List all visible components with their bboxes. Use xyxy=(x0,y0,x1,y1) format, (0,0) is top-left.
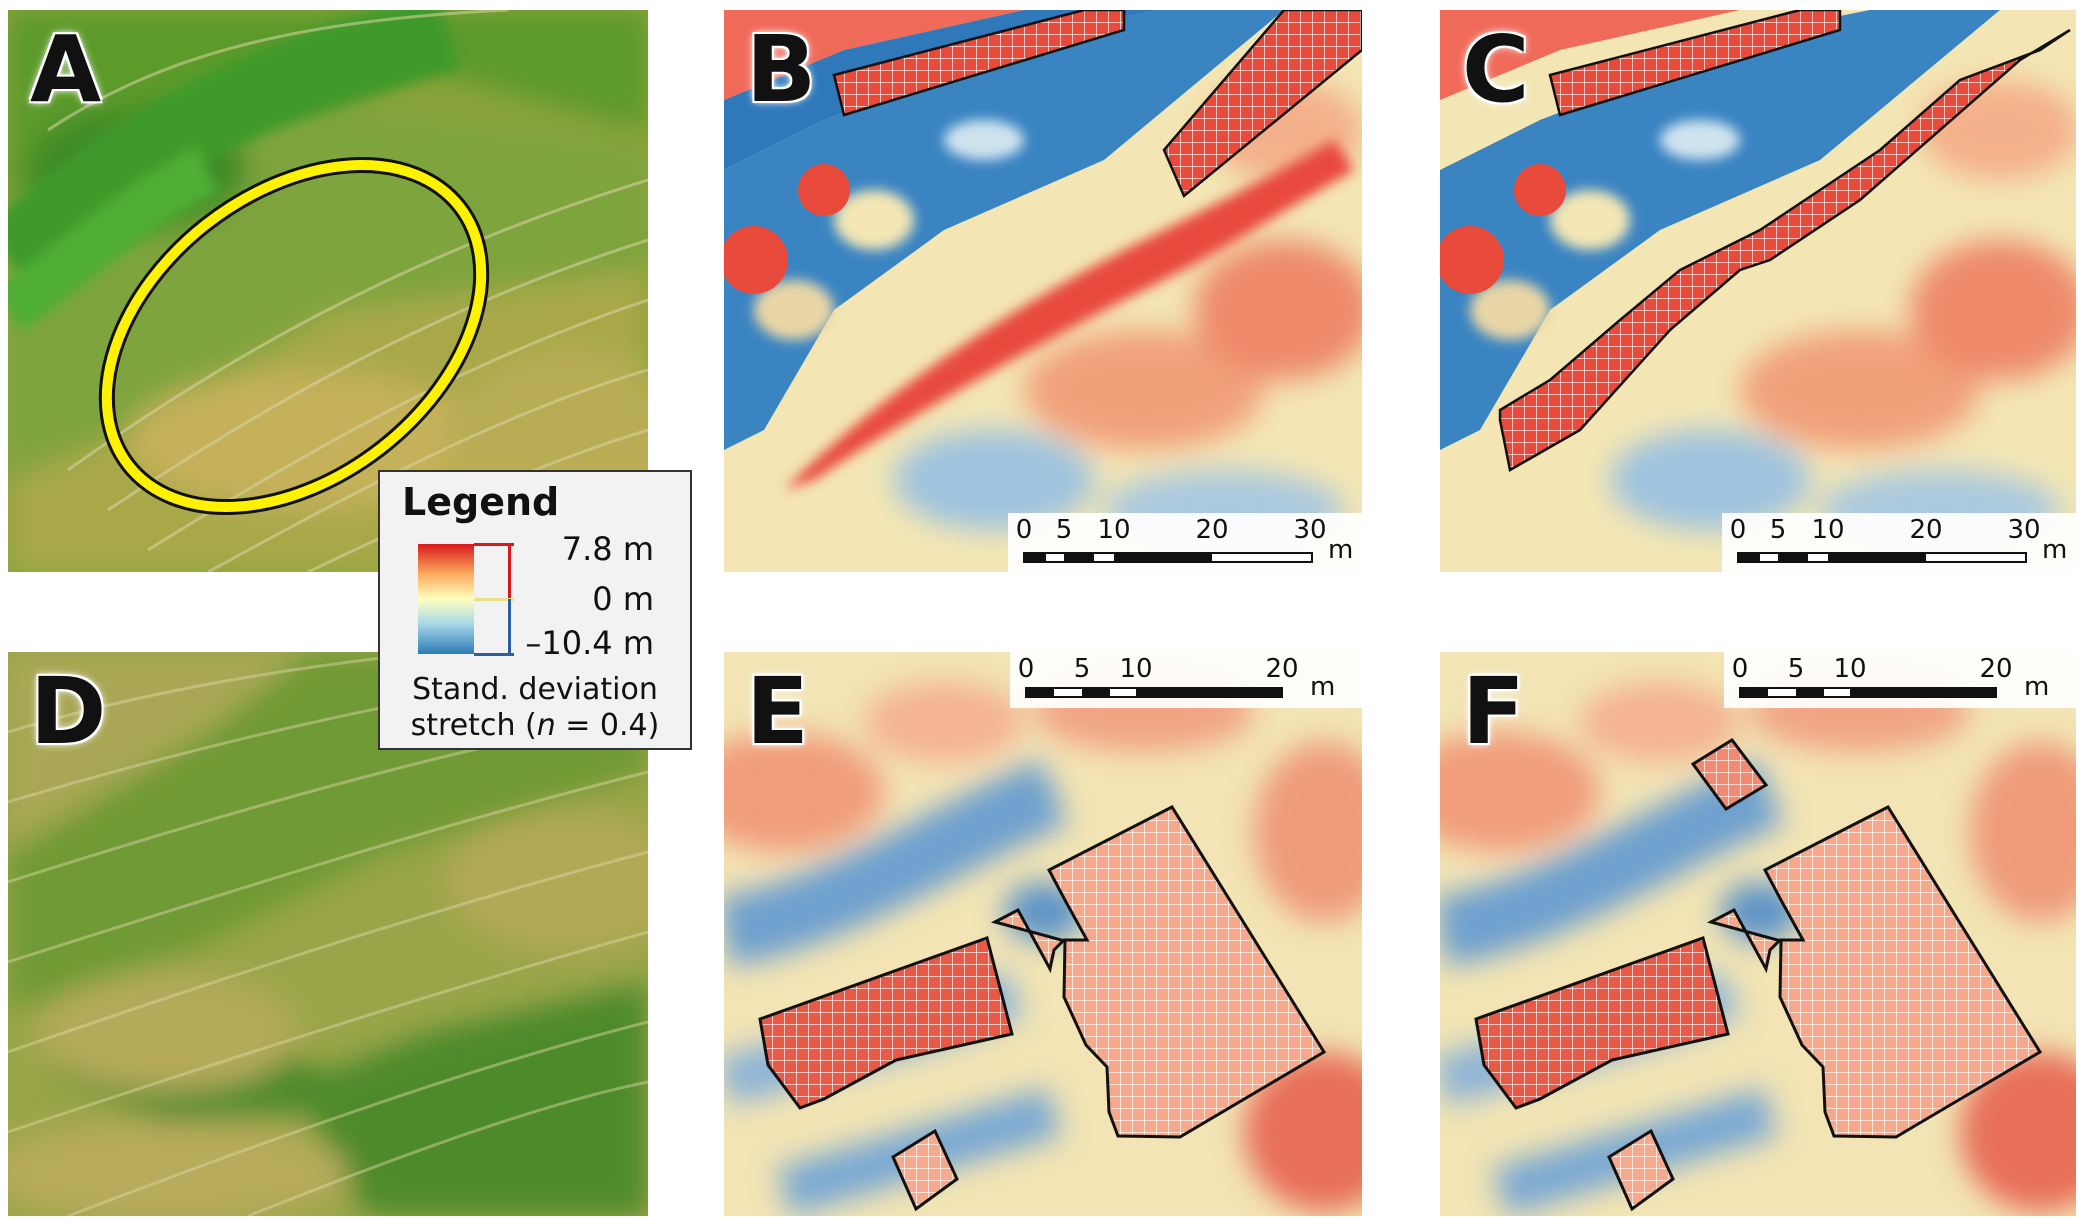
relief-map-b xyxy=(724,10,1362,572)
relief-map-e xyxy=(724,652,1362,1216)
scale-tick: 0 xyxy=(1015,515,1033,545)
panel-label-e: E xyxy=(746,658,809,765)
scale-tick: 10 xyxy=(1811,515,1845,545)
scale-tick: 0 xyxy=(1017,654,1035,684)
scale-bar-graphic xyxy=(1739,687,1997,698)
panel-label-b: B xyxy=(746,16,817,123)
scale-bar-e: 0 5 10 20 m xyxy=(1010,652,1362,708)
legend-note-prefix: stretch ( xyxy=(410,708,537,743)
scale-tick: 20 xyxy=(1195,515,1229,545)
relief-map-c xyxy=(1440,10,2076,572)
panel-label-a: A xyxy=(30,16,102,123)
legend-bracket-upper xyxy=(508,543,511,599)
highlight-ellipse xyxy=(101,160,487,512)
scale-tick: 30 xyxy=(1293,515,1327,545)
legend-title: Legend xyxy=(402,480,560,524)
legend-tick-min xyxy=(474,653,514,656)
panel-label-c: C xyxy=(1462,16,1530,123)
scale-unit: m xyxy=(1310,672,1336,702)
scale-bar-graphic xyxy=(1023,552,1313,563)
legend-note-line2: stretch (n = 0.4) xyxy=(380,708,690,743)
scale-tick: 5 xyxy=(1787,654,1805,684)
scale-tick: 10 xyxy=(1119,654,1153,684)
scale-tick: 20 xyxy=(1979,654,2013,684)
legend-note-suffix: = 0.4) xyxy=(555,708,660,743)
scale-unit: m xyxy=(2024,672,2050,702)
legend-tick-max xyxy=(474,543,514,546)
scale-bar-f: 0 5 10 20 m xyxy=(1724,652,2076,708)
legend-box: Legend 7.8 m 0 m –10.4 m Stand. deviatio… xyxy=(378,470,692,750)
legend-note-line1: Stand. deviation xyxy=(412,672,658,707)
scale-tick: 10 xyxy=(1833,654,1867,684)
scale-unit: m xyxy=(1328,535,1354,565)
scale-bar-graphic xyxy=(1737,552,2027,563)
panel-c-relief-model: C 0 5 10 20 30 m xyxy=(1440,10,2076,572)
legend-min-value: –10.4 m xyxy=(525,624,654,662)
scale-tick: 0 xyxy=(1729,515,1747,545)
scale-tick: 5 xyxy=(1055,515,1073,545)
scale-bar-c: 0 5 10 20 30 m xyxy=(1722,513,2076,572)
legend-tick-mid xyxy=(474,598,514,601)
scale-tick: 5 xyxy=(1073,654,1091,684)
scale-tick: 30 xyxy=(2007,515,2041,545)
panel-label-d: D xyxy=(30,658,107,765)
scale-unit: m xyxy=(2042,535,2068,565)
panel-e-relief-model: E 0 5 10 20 m xyxy=(724,652,1362,1216)
legend-max-value: 7.8 m xyxy=(561,530,654,568)
color-ramp xyxy=(418,544,474,654)
relief-map-f xyxy=(1440,652,2076,1216)
scale-tick: 0 xyxy=(1731,654,1749,684)
legend-note-var: n xyxy=(536,708,556,743)
scale-bar-graphic xyxy=(1025,687,1283,698)
scale-tick: 20 xyxy=(1265,654,1299,684)
panel-b-relief-model: B 0 5 10 20 30 m xyxy=(724,10,1362,572)
scale-bar-b: 0 5 10 20 30 m xyxy=(1008,513,1362,572)
scale-tick: 10 xyxy=(1097,515,1131,545)
legend-mid-value: 0 m xyxy=(592,580,654,618)
scale-tick: 20 xyxy=(1909,515,1943,545)
legend-bracket-lower xyxy=(508,599,511,655)
scale-tick: 5 xyxy=(1769,515,1787,545)
panel-label-f: F xyxy=(1462,658,1525,765)
panel-f-relief-model: F 0 5 10 20 m xyxy=(1440,652,2076,1216)
